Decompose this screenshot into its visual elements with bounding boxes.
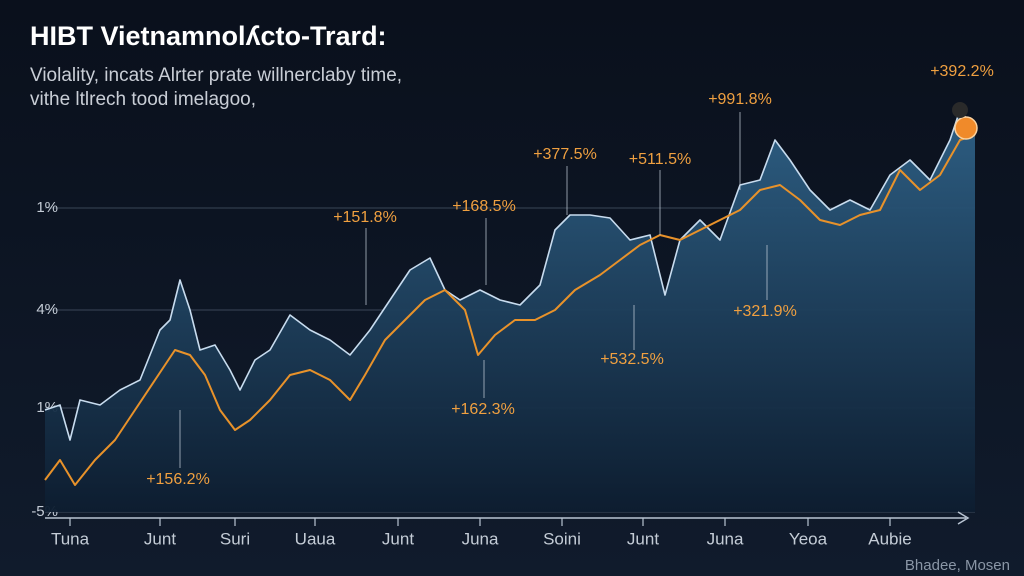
annotation: +392.2% xyxy=(930,63,994,80)
x-tick-label: Yeoa xyxy=(789,529,828,548)
x-tick-label: Junt xyxy=(627,529,659,548)
subtitle: vithe ltlrech tood imelagoo, xyxy=(30,89,256,110)
line xyxy=(44,109,976,441)
annotation: +511.5% xyxy=(629,151,691,168)
annotation: +532.5% xyxy=(600,351,664,368)
x-tick-label: Aubie xyxy=(868,529,911,548)
subtitle: Violality, incats Alrter prate willnercl… xyxy=(30,65,402,86)
y-tick-label: 4% xyxy=(36,301,58,318)
annotation: +168.5% xyxy=(452,198,516,215)
annotation: +151.8% xyxy=(333,209,397,226)
end-marker xyxy=(954,116,978,140)
annotation: +321.9% xyxy=(733,303,797,320)
end-marker-head xyxy=(952,102,968,118)
chart-title: HIBT Vietnamnolʎcto-Trard: xyxy=(30,21,387,51)
x-tick-label: Uaua xyxy=(295,529,336,548)
line xyxy=(44,134,976,486)
axis-arrow xyxy=(957,511,970,525)
x-tick-label: Suri xyxy=(220,529,250,548)
x-tick-label: Junt xyxy=(382,529,414,548)
x-tick-label: Tuna xyxy=(51,529,90,548)
x-tick-label: Soini xyxy=(543,529,581,548)
plot: 1%4%1%-5% xyxy=(31,109,976,520)
annotation: +991.8% xyxy=(708,91,772,108)
annotation: +156.2% xyxy=(146,471,210,488)
x-tick-label: Junt xyxy=(144,529,176,548)
x-tick-label: Juna xyxy=(707,529,744,548)
annotation: +377.5% xyxy=(533,146,597,163)
area xyxy=(45,110,975,512)
source: Bhadee, Mosen xyxy=(905,557,1010,574)
y-tick-label: 1% xyxy=(36,199,58,216)
annotation: +162.3% xyxy=(451,401,515,418)
x-tick-label: Juna xyxy=(462,529,499,548)
